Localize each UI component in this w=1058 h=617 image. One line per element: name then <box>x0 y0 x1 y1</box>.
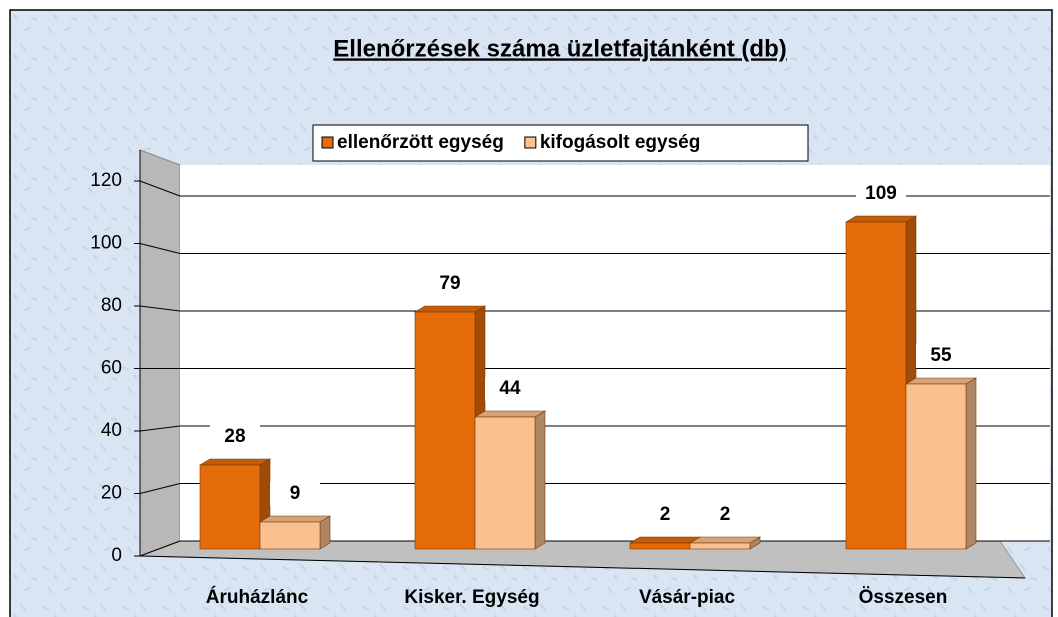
y-tick-label: 100 <box>90 233 122 254</box>
legend-swatch <box>524 136 537 149</box>
bar <box>258 515 332 550</box>
label-bg <box>425 272 475 296</box>
bar-top <box>628 536 702 544</box>
legend-label: ellenőrzött egység <box>337 132 504 153</box>
bar-top <box>473 410 547 418</box>
x-tick-label: Áruházlánc <box>206 586 309 608</box>
label-bg <box>700 503 750 527</box>
grid-diag <box>139 180 181 197</box>
y-tick-label: 80 <box>101 295 122 316</box>
x-tick-label: Vásár-piac <box>639 587 736 608</box>
bar-front <box>414 311 476 550</box>
data-label: 44 <box>499 378 521 399</box>
data-label: 2 <box>720 504 731 525</box>
bar-top <box>258 515 332 523</box>
legend <box>312 124 809 162</box>
bar-side <box>534 410 546 550</box>
bar <box>413 305 487 550</box>
grid-diag <box>139 540 181 557</box>
x-tick-label: Kisker. Egység <box>404 587 539 608</box>
side-wall <box>139 149 181 557</box>
data-label: 28 <box>224 426 245 447</box>
data-label: 9 <box>290 483 301 504</box>
bar-top <box>413 305 487 313</box>
bar-front <box>905 383 967 550</box>
bar <box>473 410 547 550</box>
y-tick-label: 20 <box>101 483 122 504</box>
data-label: 2 <box>660 504 671 525</box>
y-tick-label: 0 <box>111 545 122 566</box>
label-bg <box>856 182 906 206</box>
bar-top <box>198 458 272 466</box>
bar-front <box>689 542 751 550</box>
grid-diag <box>139 425 181 432</box>
bar-front <box>199 464 261 550</box>
bar-top <box>904 377 978 385</box>
y-tick-label: 60 <box>101 358 122 379</box>
x-axis <box>139 555 1026 579</box>
y-tick-label: 40 <box>101 420 122 441</box>
bar-front <box>259 521 321 550</box>
y-tick-label: 120 <box>90 170 122 191</box>
chart-title: Ellenőrzések száma üzletfajtánként (db) <box>333 35 786 62</box>
label-bg <box>916 344 966 368</box>
data-label: 55 <box>930 345 952 366</box>
grid-diag <box>139 483 181 494</box>
label-bg <box>485 377 535 401</box>
legend-label: kifogásolt egység <box>540 132 701 153</box>
bar <box>198 458 272 550</box>
bar-front <box>629 542 691 550</box>
data-label: 109 <box>865 183 897 204</box>
bar <box>844 215 918 550</box>
label-bg <box>640 503 690 527</box>
label-bg <box>270 482 320 506</box>
data-label: 79 <box>439 273 460 294</box>
label-bg <box>210 425 260 449</box>
bar-top <box>844 215 918 223</box>
legend-swatch <box>321 136 334 149</box>
bar <box>688 536 762 550</box>
grid-diag <box>139 243 181 254</box>
bar-top <box>688 536 762 544</box>
bar-side <box>965 377 977 550</box>
bar-front <box>474 416 536 550</box>
bar <box>904 377 978 550</box>
x-tick-label: Összesen <box>859 587 948 608</box>
grid-diag <box>139 305 181 312</box>
bar-front <box>845 221 907 550</box>
